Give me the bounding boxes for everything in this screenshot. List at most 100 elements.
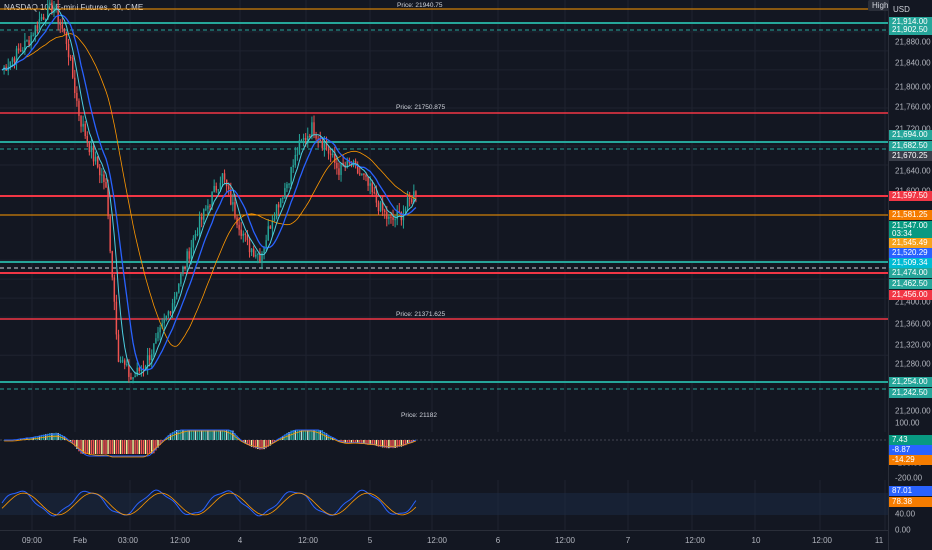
price-scale[interactable]: USD 21,880.00 21,840.00 21,800.00 21,760.00…	[888, 0, 932, 550]
macd-histogram-bar	[279, 437, 282, 440]
candle-body	[163, 319, 165, 324]
high-button[interactable]: High	[868, 0, 893, 11]
price-axis-tick: 21,280.00	[895, 359, 931, 369]
macd-histogram-bar	[361, 440, 363, 444]
macd-histogram-bar	[82, 440, 84, 454]
candle-body	[334, 153, 336, 163]
macd-histogram-bar	[350, 440, 353, 444]
macd-histogram-bar	[213, 430, 215, 440]
candle-body	[34, 25, 37, 36]
macd-histogram-bar	[153, 440, 155, 454]
candle-body	[167, 311, 170, 316]
candle-body	[263, 248, 265, 254]
candle-body	[9, 61, 12, 67]
ema-orange-line	[1, 33, 417, 347]
candle-body	[76, 93, 78, 101]
macd-histogram-bar	[3, 440, 5, 441]
price-tag: 21,682.50	[889, 141, 932, 151]
ema-blue-line	[1, 14, 417, 371]
macd-histogram-bar	[404, 440, 407, 446]
candle-body	[302, 137, 305, 140]
candle-body	[196, 234, 199, 236]
macd-histogram-bar	[71, 440, 74, 444]
candle-body	[304, 137, 307, 141]
stoch-axis-tick: 40.00	[895, 509, 916, 519]
candle-body	[190, 247, 193, 259]
macd-histogram-bar	[392, 440, 394, 449]
price-line-label: Price: 21371.625	[396, 311, 446, 318]
stoch-value-tag: 78.38	[889, 497, 932, 507]
candle-body	[32, 35, 34, 37]
macd-histogram-bar	[244, 440, 247, 444]
macd-histogram-bar	[379, 440, 382, 447]
macd-histogram-bar	[252, 440, 255, 448]
candle-body	[265, 240, 267, 249]
macd-histogram-bar	[261, 440, 263, 450]
macd-histogram-bar	[373, 440, 376, 446]
macd-histogram-bar	[28, 437, 30, 440]
candle-body	[211, 192, 213, 207]
candle-body	[257, 253, 259, 255]
candle-body	[294, 155, 297, 166]
candle-body	[223, 173, 226, 180]
macd-histogram-bar	[315, 430, 317, 440]
candle-body	[319, 139, 321, 142]
price-tag: 21,547.00	[889, 221, 932, 231]
candle-body	[290, 167, 292, 184]
candle-body	[415, 191, 417, 195]
price-tag: 21,597.50	[889, 191, 932, 201]
macd-histogram-bar	[398, 440, 401, 447]
currency-label[interactable]: USD	[893, 5, 910, 14]
candle-body	[57, 5, 59, 23]
candle-body	[88, 142, 91, 153]
macd-histogram-bar	[273, 440, 276, 443]
macd-histogram-bar	[396, 440, 398, 448]
price-line-label: Price: 21182	[401, 412, 438, 419]
candle-body	[336, 162, 338, 169]
macd-value-tag: -8.87	[889, 445, 932, 455]
macd-histogram-bar	[248, 440, 251, 446]
macd-histogram-bar	[217, 430, 220, 440]
candle-body	[404, 208, 407, 214]
candle-body	[255, 254, 257, 257]
macd-histogram-bar	[411, 440, 413, 443]
macd-histogram-bar	[24, 438, 26, 440]
macd-histogram-bar	[88, 440, 91, 454]
time-axis-tick: 7	[625, 536, 631, 545]
candle-body	[134, 375, 136, 378]
macd-histogram-bar	[175, 430, 178, 440]
symbol-title[interactable]: NASDAQ 100 E-mini Futures, 30, CME	[4, 3, 144, 12]
candle-body	[157, 332, 159, 339]
macd-histogram-bar	[317, 430, 319, 440]
candle-body	[59, 22, 61, 25]
macd-histogram-bar	[157, 440, 159, 448]
candle-body	[338, 168, 340, 175]
macd-histogram-bar	[144, 440, 147, 454]
macd-histogram-bar	[246, 440, 249, 445]
time-scale[interactable]: 09:00 Feb 03:00 12:00 4 12:00 5 12:00 6 12:00 7 12:…	[0, 530, 888, 550]
candle-body	[84, 123, 86, 137]
candle-body	[356, 164, 359, 174]
candle-body	[36, 25, 39, 29]
price-axis-tick: 21,640.00	[895, 166, 931, 176]
candle-body	[242, 233, 245, 236]
macd-histogram-bar	[267, 440, 269, 447]
macd-histogram-bar	[257, 440, 259, 450]
macd-histogram-bar	[334, 438, 336, 440]
stoch-k-line	[1, 489, 417, 517]
candle-body	[408, 197, 411, 199]
macd-histogram-bar	[134, 440, 136, 454]
macd-histogram-bar	[321, 430, 324, 440]
price-line-label: Price: 21940.75	[397, 2, 443, 9]
macd-histogram-bar	[186, 430, 188, 440]
time-axis-tick: 11	[874, 536, 884, 545]
macd-histogram-bar	[265, 440, 267, 449]
main-chart[interactable]	[0, 0, 888, 530]
macd-histogram-bar	[121, 440, 124, 454]
candle-body	[307, 135, 309, 141]
candle-body	[63, 28, 66, 33]
macd-histogram-bar	[394, 440, 396, 448]
candle-body	[259, 253, 261, 262]
candle-body	[413, 191, 415, 203]
macd-histogram-bar	[188, 430, 190, 440]
